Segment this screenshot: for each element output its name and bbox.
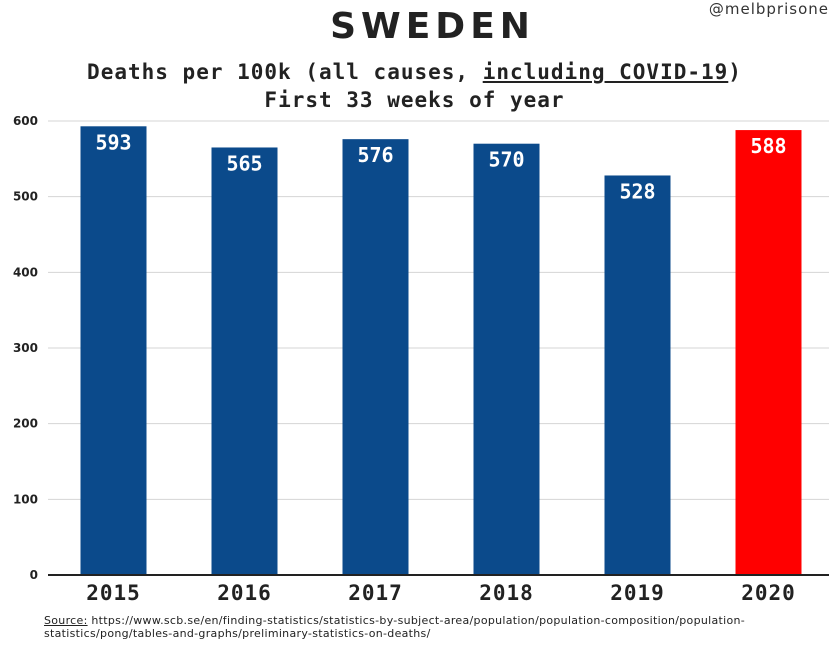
bar-2020 — [735, 130, 802, 575]
x-axis-ticks: 2015 2016 2017 2018 2019 2020 — [86, 581, 796, 605]
source-note: Source: https://www.scb.se/en/finding-st… — [44, 614, 824, 640]
y-axis-ticks: 0 100 200 300 400 500 600 — [13, 114, 38, 582]
bar-chart: 0 100 200 300 400 500 600 593 565 576 570 528 588 2… — [13, 114, 829, 605]
y-tick-label: 600 — [13, 114, 38, 128]
bar-value-label-2018: 570 — [488, 148, 524, 172]
subtitle-underlined-text: including COVID-19 — [482, 60, 729, 84]
bar-2016 — [211, 147, 278, 575]
y-tick-label: 300 — [13, 341, 38, 355]
y-tick-label: 400 — [13, 265, 38, 279]
x-tick-label-2018: 2018 — [479, 581, 534, 605]
chart-title: SWEDEN — [330, 6, 535, 47]
bar-value-label-2015: 593 — [95, 130, 131, 154]
gridlines — [48, 120, 829, 500]
bar-value-label-2020: 588 — [750, 134, 786, 158]
bars: 593 565 576 570 528 588 — [80, 126, 802, 576]
y-tick-label: 0 — [30, 568, 38, 582]
y-tick-label: 500 — [13, 190, 38, 204]
x-tick-label-2019: 2019 — [610, 581, 665, 605]
source-url: https://www.scb.se/en/finding-statistics… — [44, 614, 746, 640]
bar-2018 — [473, 143, 540, 575]
chart-subtitle-line2: First 33 weeks of year — [264, 88, 565, 112]
bar-value-label-2019: 528 — [619, 179, 655, 203]
author-handle: @melbprisone — [708, 0, 829, 18]
bar-2019 — [604, 175, 671, 576]
x-tick-label-2015: 2015 — [86, 581, 141, 605]
bar-value-label-2016: 565 — [226, 151, 262, 175]
y-tick-label: 100 — [13, 492, 38, 506]
x-tick-label-2017: 2017 — [348, 581, 403, 605]
bar-value-label-2017: 576 — [357, 143, 393, 167]
bar-2015 — [80, 126, 147, 576]
bar-2017 — [342, 139, 409, 575]
subtitle-text-end: ) — [728, 60, 742, 84]
source-label: Source: — [44, 614, 88, 627]
x-tick-label-2016: 2016 — [217, 581, 272, 605]
y-tick-label: 200 — [13, 417, 38, 431]
chart-subtitle: Deaths per 100k (all causes, including C… — [0, 60, 829, 84]
subtitle-text-start: Deaths per 100k (all causes, — [87, 60, 483, 84]
x-tick-label-2020: 2020 — [741, 581, 796, 605]
